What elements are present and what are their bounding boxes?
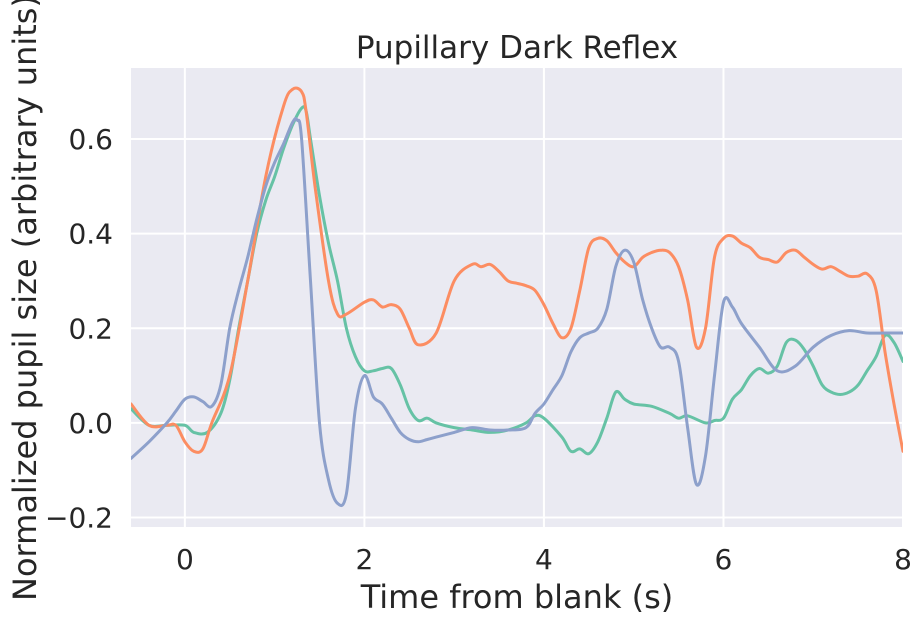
plot-area [131,68,903,527]
y-tick-label: 0.6 [68,123,113,156]
x-tick-label: 2 [355,543,373,576]
y-tick-label: 0.2 [68,312,113,345]
x-axis-label: Time from blank (s) [360,578,674,616]
y-tick-label: 0.4 [68,218,113,251]
x-tick-label: 8 [894,543,912,576]
series-line-3 [131,117,903,508]
y-tick-label: −0.2 [45,502,113,535]
chart-title: Pupillary Dark Reflex [356,30,678,66]
x-tick-label: 0 [176,543,194,576]
x-tick-labels: 0 2 4 6 8 [176,543,912,576]
series-line-2 [131,86,903,454]
y-tick-labels: −0.2 0.0 0.2 0.4 0.6 [45,123,113,535]
grid-lines [131,68,904,527]
y-tick-label: 0.0 [68,407,113,440]
x-tick-label: 6 [715,543,733,576]
y-axis-label: Normalized pupil size (arbitrary units) [6,0,44,601]
series-group [131,86,903,508]
x-tick-label: 4 [535,543,553,576]
